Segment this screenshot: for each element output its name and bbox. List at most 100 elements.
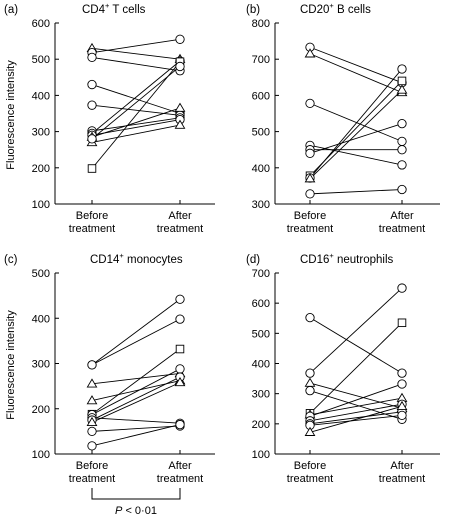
data-point-triangle xyxy=(304,173,316,183)
y-tick-label: 300 xyxy=(252,389,270,401)
series-8 xyxy=(309,68,403,179)
series-3 xyxy=(309,102,403,142)
series-line xyxy=(91,66,181,140)
series-6 xyxy=(309,123,403,154)
series-11 xyxy=(309,405,403,433)
series-1 xyxy=(309,46,403,84)
series-line xyxy=(91,124,181,143)
x-category-label: Before xyxy=(294,210,326,222)
x-category-label: treatment xyxy=(69,473,115,485)
series-4 xyxy=(91,84,181,114)
series-line xyxy=(309,411,403,425)
series-7 xyxy=(91,60,181,134)
series-12 xyxy=(91,66,181,140)
series-10 xyxy=(309,414,403,426)
series-line xyxy=(91,298,181,366)
series-line xyxy=(309,46,403,84)
p-value-label: P < 0·01 xyxy=(115,505,157,517)
y-tick-label: 400 xyxy=(252,359,270,371)
series-10 xyxy=(309,189,403,195)
data-point-circle xyxy=(397,160,407,170)
series-9 xyxy=(91,124,181,143)
series-line xyxy=(91,56,181,72)
series-line xyxy=(91,382,181,423)
data-point-circle xyxy=(175,419,185,430)
data-point-circle xyxy=(87,441,97,451)
series-line xyxy=(91,368,181,416)
data-point-triangle xyxy=(86,378,98,388)
series-4 xyxy=(309,390,403,420)
series-line xyxy=(309,53,403,93)
series-line xyxy=(91,47,181,60)
data-point-square xyxy=(397,318,407,328)
series-line xyxy=(309,382,403,409)
data-point-circle xyxy=(87,52,97,63)
data-point-triangle xyxy=(86,395,98,405)
series-3 xyxy=(91,56,181,72)
series-8 xyxy=(309,403,403,422)
y-tick-label: 600 xyxy=(32,18,50,30)
series-line xyxy=(91,107,181,138)
y-tick-label: 200 xyxy=(32,404,50,416)
series-6 xyxy=(91,117,181,132)
series-3 xyxy=(91,373,181,385)
chart-panel-3: 100200300400500BeforetreatmentAftertreat… xyxy=(4,251,215,485)
series-line xyxy=(91,417,181,424)
y-tick-label: 200 xyxy=(32,163,50,175)
series-2 xyxy=(309,53,403,93)
panel-letter: (b) xyxy=(246,4,260,16)
data-point-triangle xyxy=(304,48,316,58)
chart-panel-2: 300400500600700800BeforetreatmentAftertr… xyxy=(246,1,440,235)
data-point-triangle xyxy=(86,416,98,426)
series-9 xyxy=(309,89,403,179)
series-6 xyxy=(91,368,181,416)
data-point-circle xyxy=(397,118,407,129)
data-point-circle xyxy=(397,368,407,378)
series-10 xyxy=(91,107,181,138)
series-7 xyxy=(91,417,181,424)
chart-title: CD20+ B cells xyxy=(300,1,371,16)
x-category-label: After xyxy=(168,460,192,472)
series-9 xyxy=(309,411,403,425)
data-point-triangle xyxy=(174,119,186,129)
series-6 xyxy=(309,397,403,416)
data-point-circle xyxy=(175,314,185,324)
chart-panel-1: 100200300400500600BeforetreatmentAftertr… xyxy=(4,1,215,235)
chart-title: CD16+ neutrophils xyxy=(300,251,394,266)
data-point-circle xyxy=(87,100,97,110)
series-2 xyxy=(91,38,181,54)
series-1 xyxy=(309,317,403,374)
y-tick-label: 500 xyxy=(32,54,50,66)
data-point-triangle xyxy=(304,377,316,387)
data-point-circle xyxy=(87,360,97,370)
data-point-circle xyxy=(87,134,97,144)
series-2 xyxy=(91,318,181,366)
y-tick-label: 500 xyxy=(252,328,270,340)
x-category-label: After xyxy=(390,210,414,222)
y-tick-label: 600 xyxy=(252,298,270,310)
data-point-circle xyxy=(397,145,407,155)
y-tick-label: 100 xyxy=(252,449,270,461)
chart-panel-4: 100200300400500600700BeforetreatmentAfte… xyxy=(246,251,440,485)
chart-title: CD4+ T cells xyxy=(82,1,146,16)
data-point-circle xyxy=(397,410,407,421)
data-point-square xyxy=(175,344,185,354)
series-line xyxy=(309,68,403,179)
series-line xyxy=(91,38,181,54)
series-line xyxy=(91,84,181,114)
y-axis-label: Fluorescence intensity xyxy=(5,60,17,170)
data-point-triangle xyxy=(174,377,186,387)
series-11 xyxy=(91,61,181,169)
data-point-triangle xyxy=(174,102,186,112)
series-line xyxy=(91,318,181,366)
data-point-circle xyxy=(87,426,97,437)
series-line xyxy=(309,390,403,420)
data-point-circle xyxy=(175,294,185,304)
data-point-triangle xyxy=(396,400,408,411)
panel-letter: (c) xyxy=(4,254,18,266)
series-line xyxy=(309,317,403,374)
data-point-circle xyxy=(305,312,315,323)
series-11 xyxy=(91,424,181,447)
x-category-label: After xyxy=(168,210,192,222)
data-point-circle xyxy=(305,385,315,396)
